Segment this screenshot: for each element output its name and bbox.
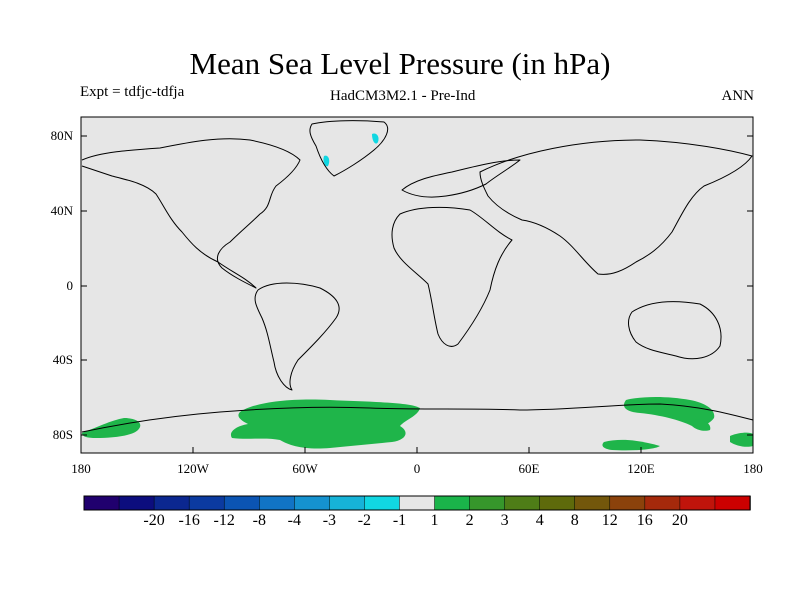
colorbar-label: -2 — [357, 512, 372, 529]
anomaly-region-west-antarctica — [230, 399, 420, 449]
negative-anomaly-regions — [323, 133, 379, 167]
lat-label-80s: 80S — [52, 427, 73, 442]
plot-title: Mean Sea Level Pressure (in hPa) — [189, 46, 611, 81]
lon-label-120w: 120W — [177, 461, 209, 476]
anomaly-region-greenland-west — [323, 155, 330, 167]
colorbar-label: 1 — [430, 512, 439, 529]
lat-label-0: 0 — [66, 278, 74, 293]
map-background — [81, 117, 753, 453]
lon-label-60w: 60W — [292, 461, 318, 476]
colorbar-swatch — [714, 495, 751, 511]
lon-label-120e: 120E — [627, 461, 655, 476]
anomaly-region-greenland-east — [372, 133, 379, 144]
season-label: ANN — [721, 88, 755, 104]
colorbar-label: 16 — [636, 512, 653, 529]
coastline-europe — [401, 159, 521, 198]
coastline-australia — [628, 301, 722, 360]
colorbar-swatch — [364, 495, 401, 511]
colorbar-label: 20 — [671, 512, 688, 529]
colorbar-swatch — [644, 495, 681, 511]
lon-label-180w: 180 — [71, 461, 91, 476]
colorbar-swatch — [399, 495, 436, 511]
anomaly-region-coastal-patch — [692, 419, 711, 431]
lat-label-80n: 80N — [50, 128, 73, 143]
colorbar-swatch — [679, 495, 716, 511]
coastline-asia — [479, 139, 753, 275]
coastline-greenland — [309, 120, 389, 177]
colorbar-swatch — [83, 495, 120, 511]
colorbar-label: 3 — [500, 512, 509, 529]
anomaly-region-dateline — [730, 432, 753, 447]
colorbar-swatch — [609, 495, 646, 511]
colorbar-swatch — [153, 495, 190, 511]
coastline-north-america — [81, 138, 301, 289]
colorbar-swatch — [574, 495, 611, 511]
coastline-africa — [391, 206, 513, 347]
colorbar-label: 4 — [535, 512, 544, 529]
colorbar-swatch — [504, 495, 541, 511]
colorbar-swatch — [434, 495, 471, 511]
lat-label-40s: 40S — [52, 352, 73, 367]
colorbar-label: -20 — [143, 512, 165, 529]
lat-label-40n: 40N — [50, 203, 73, 218]
colorbar-label: -8 — [252, 512, 266, 529]
colorbar — [83, 495, 751, 511]
colorbar-label: -4 — [287, 512, 301, 529]
lon-label-60e: 60E — [518, 461, 540, 476]
colorbar-label: -1 — [392, 512, 407, 529]
colorbar-label: -3 — [322, 512, 337, 529]
axis-ticks — [81, 135, 753, 453]
model-label: HadCM3M2.1 - Pre-Ind — [330, 88, 476, 104]
coastlines — [81, 120, 754, 433]
colorbar-swatch — [469, 495, 506, 511]
colorbar-swatch — [259, 495, 296, 511]
colorbar-label: 2 — [465, 512, 474, 529]
anomaly-region-ross-sea — [82, 418, 141, 438]
colorbar-swatch — [539, 495, 576, 511]
anomaly-region-wilkes-land — [602, 439, 660, 451]
colorbar-swatch — [294, 495, 331, 511]
colorbar-swatch — [188, 495, 225, 511]
colorbar-frame — [83, 495, 751, 511]
colorbar-label: -16 — [178, 512, 200, 529]
colorbar-swatch — [223, 495, 261, 511]
colorbar-label: 8 — [570, 512, 579, 529]
lon-label-0: 0 — [413, 461, 421, 476]
positive-anomaly-regions — [82, 397, 753, 451]
experiment-label: Expt = tdfjc-tdfja — [80, 84, 185, 100]
colorbar-label: -12 — [213, 512, 235, 529]
colorbar-swatch — [329, 495, 366, 511]
coastline-south-america — [254, 282, 340, 391]
coastline-antarctica — [81, 403, 754, 433]
colorbar-label: 12 — [601, 512, 618, 529]
lon-label-180e: 180 — [743, 461, 763, 476]
colorbar-swatch — [118, 495, 155, 511]
